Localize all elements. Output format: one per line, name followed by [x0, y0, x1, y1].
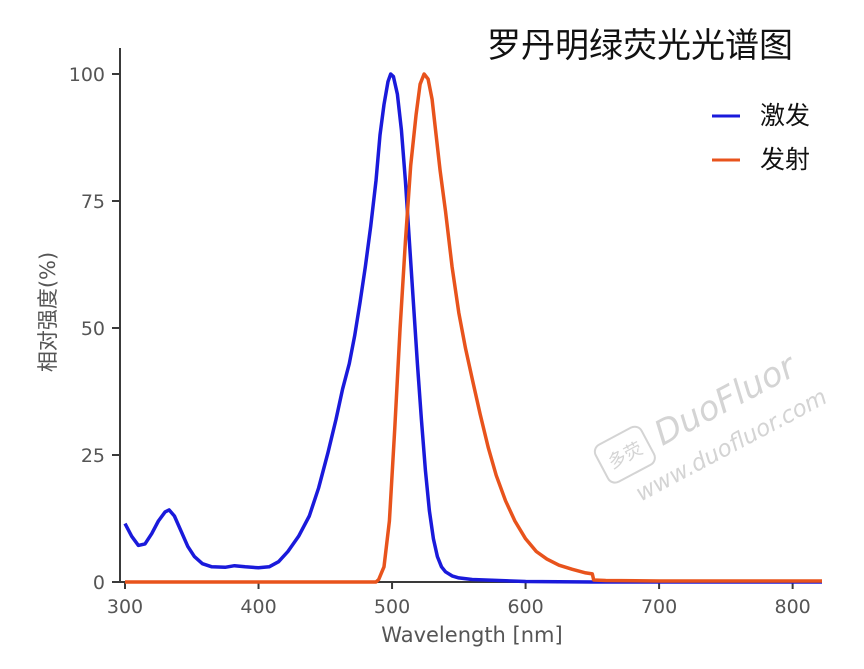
legend: 激发 发射: [712, 101, 810, 174]
x-tick-label: 400: [240, 596, 276, 618]
emission-line: [125, 72, 822, 584]
chart-title: 罗丹明绿荧光光谱图: [487, 26, 793, 66]
y-tick-label: 0: [93, 572, 105, 594]
x-axis-ticks: 300 400 500 600 700 800: [107, 582, 811, 618]
y-tick-label: 75: [81, 191, 105, 213]
x-tick-label: 300: [107, 596, 143, 618]
y-axis-ticks: 0 25 50 75 100: [69, 64, 120, 594]
legend-label-excitation: 激发: [760, 101, 810, 130]
x-tick-label: 600: [507, 596, 543, 618]
legend-label-emission: 发射: [760, 145, 810, 174]
y-tick-label: 25: [81, 445, 105, 467]
duofluor-watermark: 多荧 DuoFluor www.duofluor.com: [593, 346, 832, 507]
y-axis-title: 相对强度(%): [36, 252, 60, 372]
x-tick-label: 700: [641, 596, 677, 618]
y-tick-label: 50: [81, 318, 105, 340]
x-tick-label: 500: [374, 596, 410, 618]
series-layer: [123, 72, 822, 584]
y-tick-label: 100: [69, 64, 105, 86]
x-axis-title: Wavelength [nm]: [381, 623, 562, 647]
watermark-logo-frame: [593, 425, 656, 484]
excitation-line: [123, 72, 822, 584]
watermark-logo-text: 多荧: [605, 438, 647, 473]
x-tick-label: 800: [774, 596, 810, 618]
